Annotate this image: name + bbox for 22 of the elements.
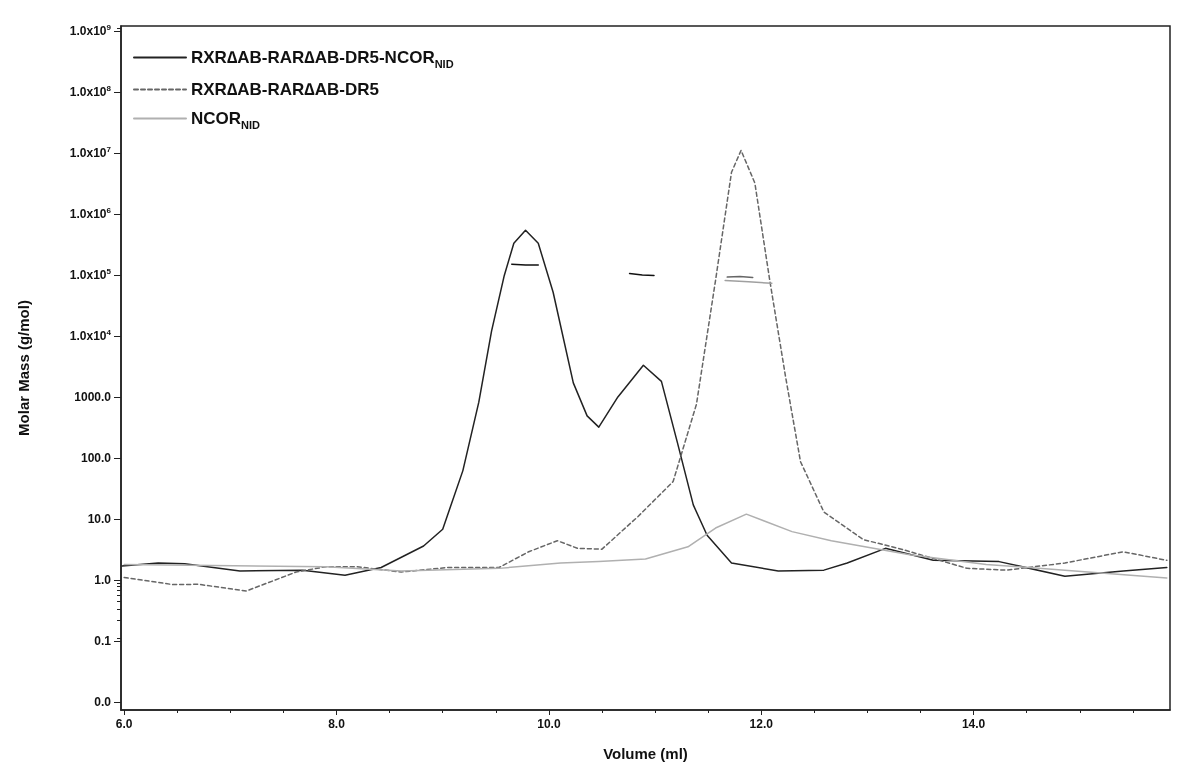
y-tick-label: 1.0x10$^{6}$ bbox=[69, 205, 111, 221]
x-tick-label: 6.0 bbox=[115, 717, 133, 731]
x-tick-label: 12.0 bbox=[749, 717, 774, 731]
line-series bbox=[123, 149, 1168, 592]
legend-label: RXR∆AB-RAR∆AB-DR5 bbox=[191, 80, 379, 99]
y-tick-label: 1.0x10$^{7}$ bbox=[69, 144, 111, 160]
x-tick-label: 14.0 bbox=[961, 717, 986, 731]
y-tick-label: 1.0x10$^{8}$ bbox=[69, 83, 111, 99]
line-series bbox=[123, 513, 1168, 579]
x-tick-label: 8.0 bbox=[328, 717, 346, 731]
y-tick-label: 10.0 bbox=[87, 511, 111, 526]
x-tick-label: 10.0 bbox=[537, 717, 561, 731]
y-tick-label: 100.0 bbox=[80, 450, 111, 465]
y-tick-label: 1.0x10$^{5}$ bbox=[69, 266, 111, 282]
x-axis-title: Volume (ml) bbox=[603, 745, 688, 762]
y-tick-label: 0.0 bbox=[94, 695, 111, 710]
y-tick-label: 0.1 bbox=[94, 634, 111, 648]
y-axis-title: Molar Mass (g/mol) bbox=[15, 300, 32, 436]
y-tick-label: 1.0x10$^{9}$ bbox=[69, 22, 111, 38]
y-tick-label: 1.0x10$^{4}$ bbox=[69, 327, 111, 343]
y-tick-label: 1000.0 bbox=[74, 389, 111, 404]
y-tick-label: 1.0 bbox=[94, 572, 111, 587]
